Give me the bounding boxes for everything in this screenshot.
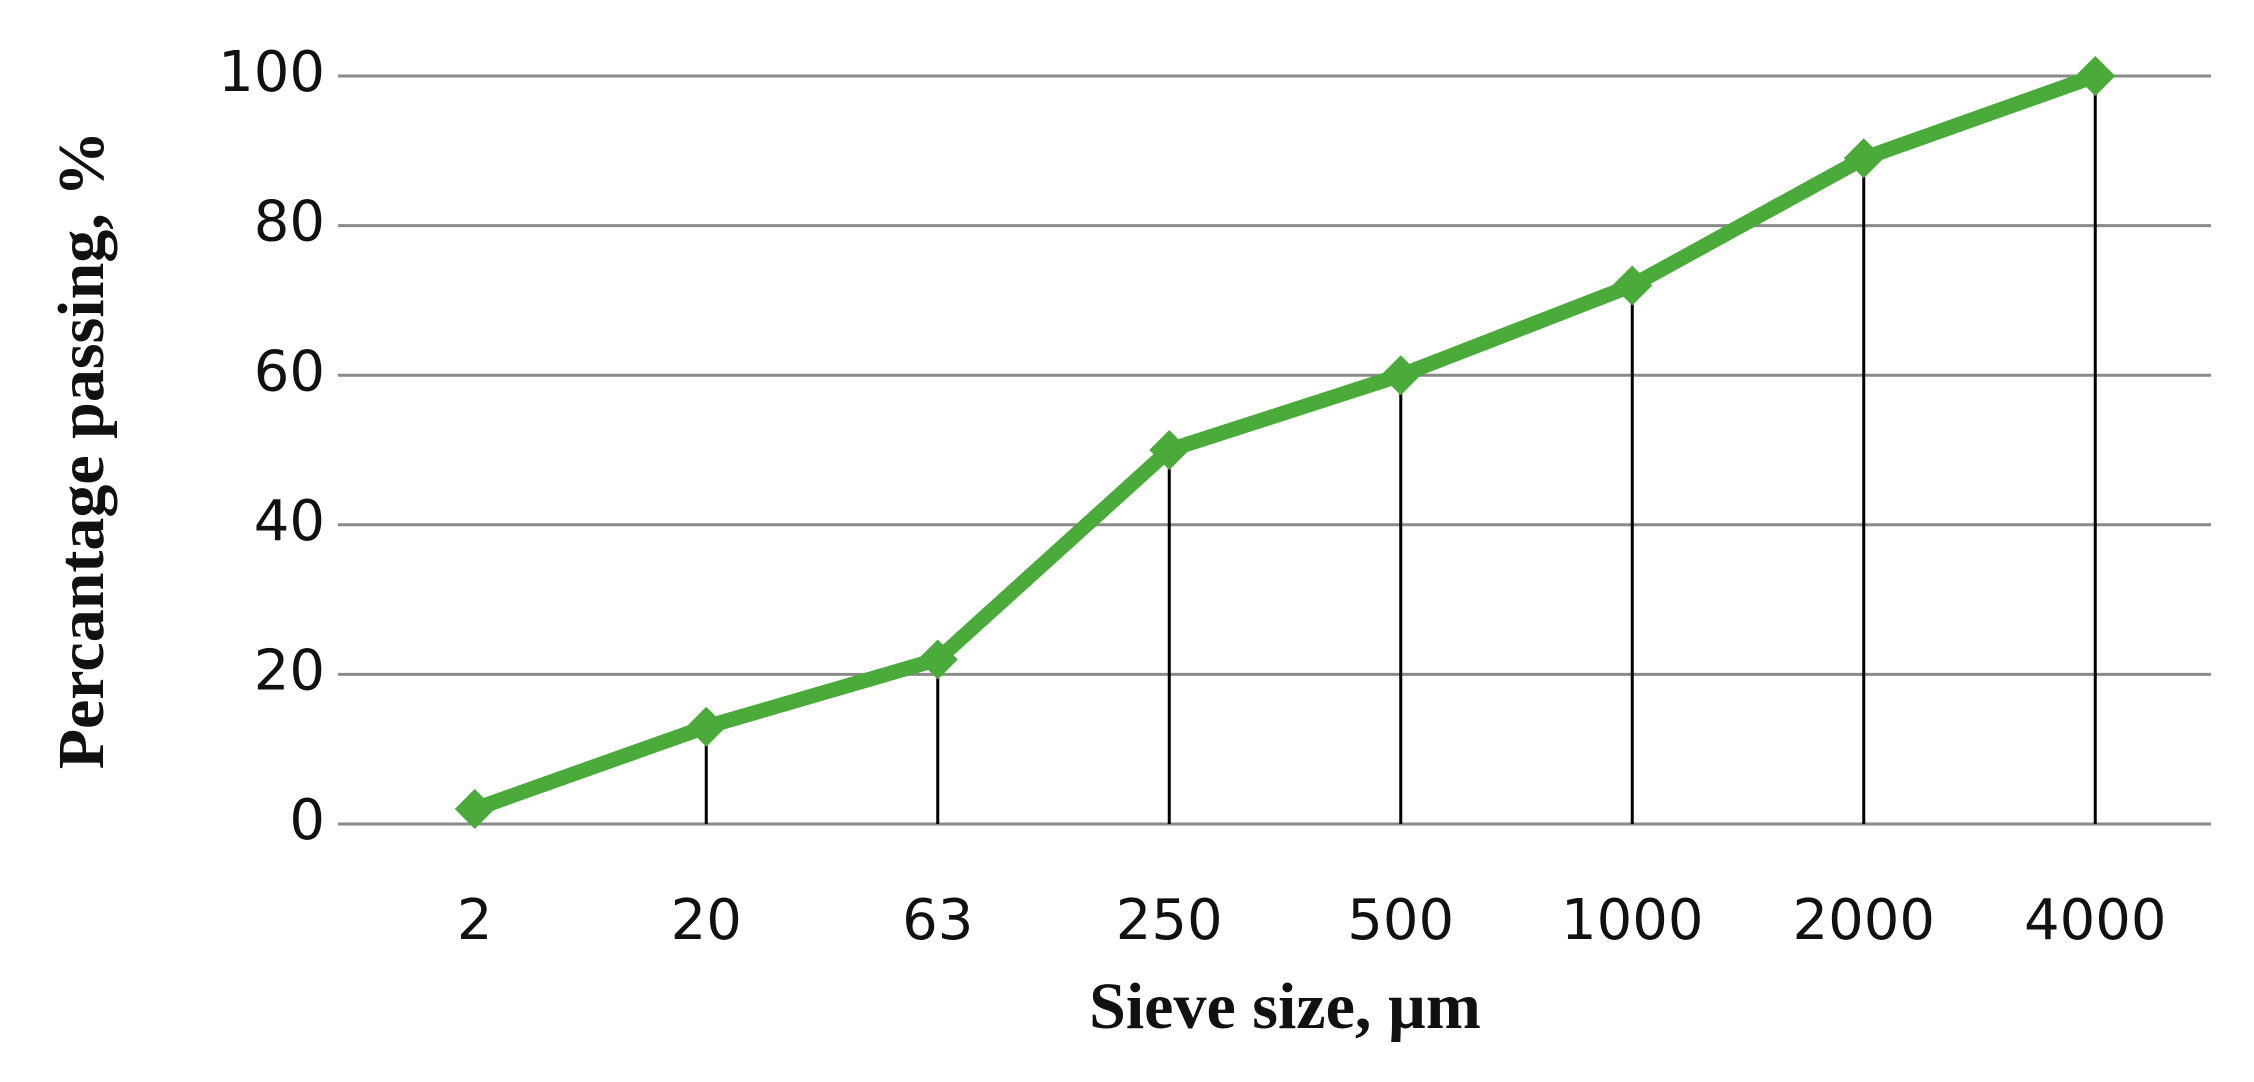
x-tick-label: 2000 [1792, 888, 1935, 953]
y-tick-label: 60 [254, 339, 325, 404]
x-tick-label: 1000 [1561, 888, 1704, 953]
data-marker [1149, 430, 1190, 470]
x-tick-label: 63 [902, 888, 973, 953]
data-marker [686, 706, 727, 747]
x-tick-label: 250 [1116, 888, 1223, 953]
x-tick-label: 500 [1347, 888, 1454, 953]
data-marker [454, 789, 495, 830]
data-line [467, 68, 2103, 817]
x-axis-title: Sieve size, µm [1089, 970, 1481, 1043]
data-marker [917, 639, 958, 680]
x-tick-label: 4000 [2024, 888, 2167, 953]
data-marker [2075, 56, 2116, 96]
x-tick-label: 2 [457, 888, 493, 953]
data-marker [1843, 138, 1884, 179]
y-tick-label: 20 [254, 639, 325, 704]
y-tick-label: 80 [254, 190, 325, 255]
x-tick-label: 20 [671, 888, 742, 953]
y-axis-title: Percantage passing, % [45, 131, 118, 770]
y-tick-label: 0 [289, 788, 325, 853]
data-marker [1380, 355, 1421, 396]
data-marker [1612, 265, 1653, 306]
y-tick-label: 40 [254, 489, 325, 554]
y-tick-label: 100 [218, 40, 325, 105]
